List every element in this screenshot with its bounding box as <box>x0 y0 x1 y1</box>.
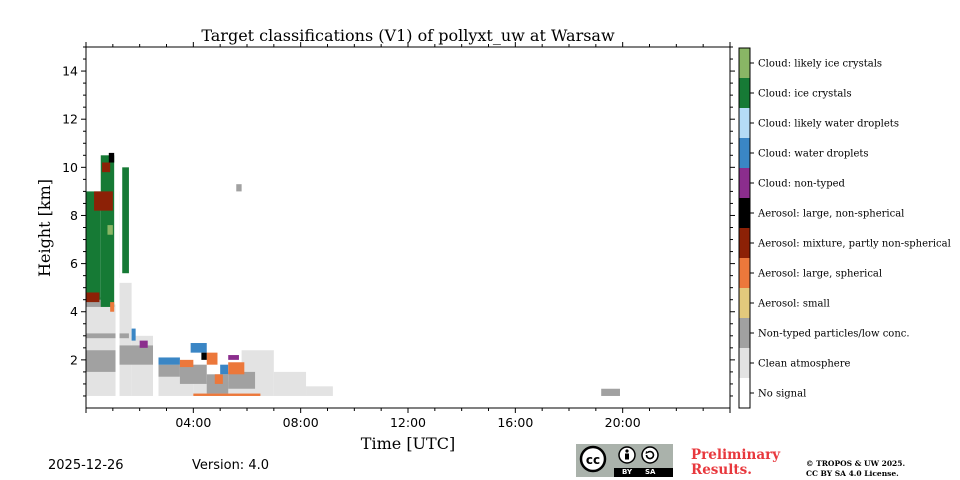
class-region-15 <box>86 333 129 339</box>
class-region-20 <box>86 292 100 303</box>
chart-title: Target classifications (V1) of pollyxt_u… <box>201 26 615 45</box>
class-region-16 <box>86 191 101 300</box>
copyright-line-2: CC BY SA 4.0 License. <box>806 469 899 478</box>
class-region-19 <box>122 167 129 274</box>
cc-logo-text: cc <box>586 453 600 467</box>
cc-by-text: BY <box>622 468 633 476</box>
legend-label-4: Aerosol: large, spherical <box>757 269 882 280</box>
class-region-8 <box>86 350 119 372</box>
legend-label-9: Cloud: likely water droplets <box>758 119 899 130</box>
class-region-34 <box>228 362 245 375</box>
y-axis-label: Height [km] <box>35 179 54 277</box>
preliminary-notice: Preliminary Results. <box>691 448 780 478</box>
legend-swatch-0 <box>739 378 750 408</box>
class-region-10 <box>158 364 180 377</box>
class-region-6 <box>273 371 307 396</box>
class-region-41 <box>153 311 159 408</box>
y-tick-label-2: 6 <box>70 256 78 271</box>
x-tick-label-3: 16:00 <box>497 415 533 430</box>
class-region-23 <box>108 152 115 163</box>
class-region-40 <box>115 148 120 408</box>
y-tick-label-6: 14 <box>62 64 78 79</box>
class-colorbar: Cloud: likely ice crystals Cloud: ice cry… <box>738 47 951 409</box>
class-region-29 <box>179 359 194 368</box>
class-region-25 <box>110 302 115 312</box>
share-alike-icon <box>641 446 659 464</box>
plot-area <box>86 148 620 408</box>
legend-swatch-2 <box>739 318 750 348</box>
legend-swatch-6 <box>739 198 750 228</box>
class-region-33 <box>220 364 229 375</box>
legend-label-5: Aerosol: mixture, partly non-spherical <box>757 239 951 250</box>
class-region-1 <box>118 282 132 396</box>
x-tick-label-1: 08:00 <box>283 415 319 430</box>
legend-label-6: Aerosol: large, non-spherical <box>757 209 904 220</box>
legend-swatch-1 <box>739 348 750 378</box>
cc-sa-text: SA <box>645 468 656 476</box>
legend-swatch-8 <box>739 138 750 168</box>
x-tick-label-4: 20:00 <box>605 415 641 430</box>
date-label: 2025-12-26 <box>48 458 124 473</box>
legend-swatch-5 <box>739 228 750 258</box>
legend-label-7: Cloud: non-typed <box>758 179 846 190</box>
legend-label-0: No signal <box>758 389 806 400</box>
cc-license-badge: cc BY SA <box>576 444 673 477</box>
x-tick-label-0: 04:00 <box>175 415 211 430</box>
class-region-21 <box>94 191 113 211</box>
class-region-36 <box>201 352 207 360</box>
y-tick-label-1: 4 <box>70 304 78 319</box>
class-region-9 <box>118 345 154 365</box>
class-region-31 <box>206 352 218 365</box>
copyright-line-1: © TROPOS & UW 2025. <box>806 459 906 468</box>
y-tick-label-3: 8 <box>70 208 78 223</box>
class-region-22 <box>102 162 111 173</box>
by-person-icon <box>618 446 636 464</box>
version-label: Version: 4.0 <box>192 458 269 473</box>
y-axis: 2 4 6 8 10 12 14 <box>62 46 735 397</box>
x-axis: 04:00 08:00 12:00 16:00 20:00 <box>85 42 731 430</box>
class-region-13 <box>228 371 256 389</box>
legend-label-8: Cloud: water droplets <box>758 149 869 160</box>
legend-label-10: Cloud: ice crystals <box>758 89 852 100</box>
y-tick-label-5: 12 <box>62 112 78 127</box>
class-region-27 <box>139 340 148 348</box>
copyright-notice: © TROPOS & UW 2025. CC BY SA 4.0 License… <box>806 459 905 479</box>
plot-frame <box>85 46 731 409</box>
legend-swatch-11 <box>739 48 750 78</box>
class-region-37 <box>193 393 261 396</box>
class-region-32 <box>214 374 223 384</box>
x-axis-label: Time [UTC] <box>361 434 455 453</box>
legend-label-11: Cloud: likely ice crystals <box>758 59 882 70</box>
class-region-24 <box>107 225 113 235</box>
preliminary-line-2: Results. <box>691 462 752 478</box>
legend-frame <box>738 47 751 409</box>
class-region-14 <box>86 297 113 307</box>
class-region-26 <box>131 328 136 341</box>
class-region-35 <box>228 355 239 360</box>
x-tick-label-2: 12:00 <box>390 415 426 430</box>
class-region-11 <box>179 364 207 384</box>
legend-label-2: Non-typed particles/low conc. <box>758 329 910 340</box>
class-region-39 <box>601 388 620 396</box>
class-region-7 <box>306 386 333 396</box>
legend-label-1: Clean atmosphere <box>758 359 851 370</box>
class-region-30 <box>190 343 207 353</box>
legend-swatch-10 <box>739 78 750 108</box>
y-tick-label-0: 2 <box>70 352 78 367</box>
legend-swatch-4 <box>739 258 750 288</box>
preliminary-line-1: Preliminary <box>691 447 781 463</box>
y-tick-label-4: 10 <box>62 160 78 175</box>
legend-label-3: Aerosol: small <box>757 299 830 310</box>
class-region-28 <box>158 357 180 365</box>
class-region-38 <box>236 184 242 192</box>
legend-swatch-7 <box>739 168 750 198</box>
legend-swatch-9 <box>739 108 750 138</box>
legend-swatch-3 <box>739 288 750 318</box>
